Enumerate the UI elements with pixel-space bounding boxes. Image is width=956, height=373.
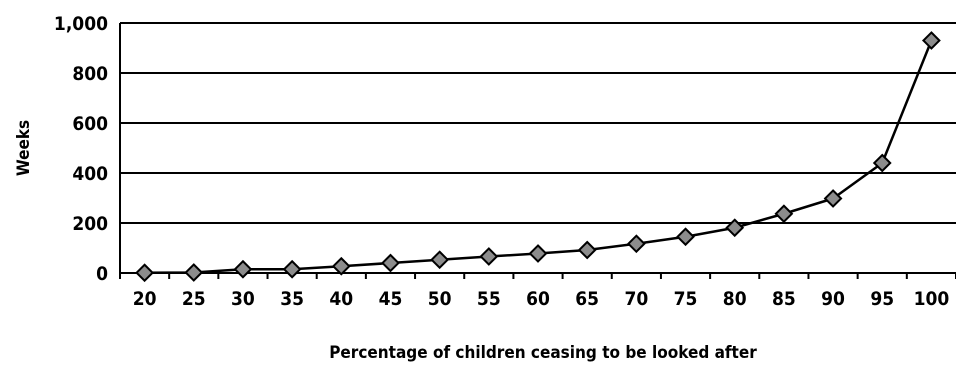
y-tick-label: 1,000 [54,13,108,35]
x-tick-label: 95 [870,288,894,310]
x-tick-label: 40 [329,288,353,310]
gridlines [120,22,956,224]
data-point-30 [233,259,253,279]
data-point-35 [282,259,302,279]
x-axis-title: Percentage of children ceasing to be loo… [329,343,757,363]
data-point-95 [872,153,892,173]
x-tick-label: 60 [526,288,550,310]
series-line [144,40,933,274]
x-tick-label: 100 [914,288,950,310]
x-tick-label: 30 [231,288,255,310]
data-point-75 [676,227,695,247]
y-axis-tick-labels: 0 200 400 600 800 1,000 [54,13,108,285]
data-point-55 [479,247,499,266]
data-point-25 [184,263,204,282]
data-point-45 [381,253,400,273]
x-tick-label: 45 [379,288,403,310]
y-tick-label: 400 [72,163,108,185]
y-tick-label: 0 [96,263,108,285]
data-point-65 [577,240,597,260]
data-point-70 [626,234,646,254]
x-tick-label: 35 [280,288,304,310]
data-point-40 [331,256,351,276]
data-point-85 [774,204,794,224]
x-tick-label: 25 [182,288,206,310]
x-tick-label: 20 [133,288,157,310]
x-tick-label: 80 [723,288,747,310]
y-tick-label: 800 [72,63,108,85]
data-point-90 [823,189,843,208]
x-tick-label: 85 [772,288,796,310]
x-tick-label: 65 [575,288,599,310]
axes [119,23,956,279]
x-tick-label: 55 [477,288,501,310]
data-point-80 [725,218,745,238]
data-point-100 [921,31,941,50]
y-tick-label: 200 [72,213,108,235]
x-tick-label: 50 [428,288,452,310]
x-tick-label: 70 [624,288,648,310]
data-point-50 [430,250,450,270]
x-tick-label: 90 [821,288,845,310]
x-tick-label: 75 [674,288,698,310]
data-point-20 [135,263,155,283]
series-weeks [135,31,941,283]
data-point-60 [528,244,548,263]
x-axis-tick-labels: 20 25 30 35 40 45 50 55 60 65 70 75 80 85 90 95 100 [133,288,950,310]
y-axis-title: Weeks [14,120,34,176]
y-tick-label: 600 [72,113,108,135]
